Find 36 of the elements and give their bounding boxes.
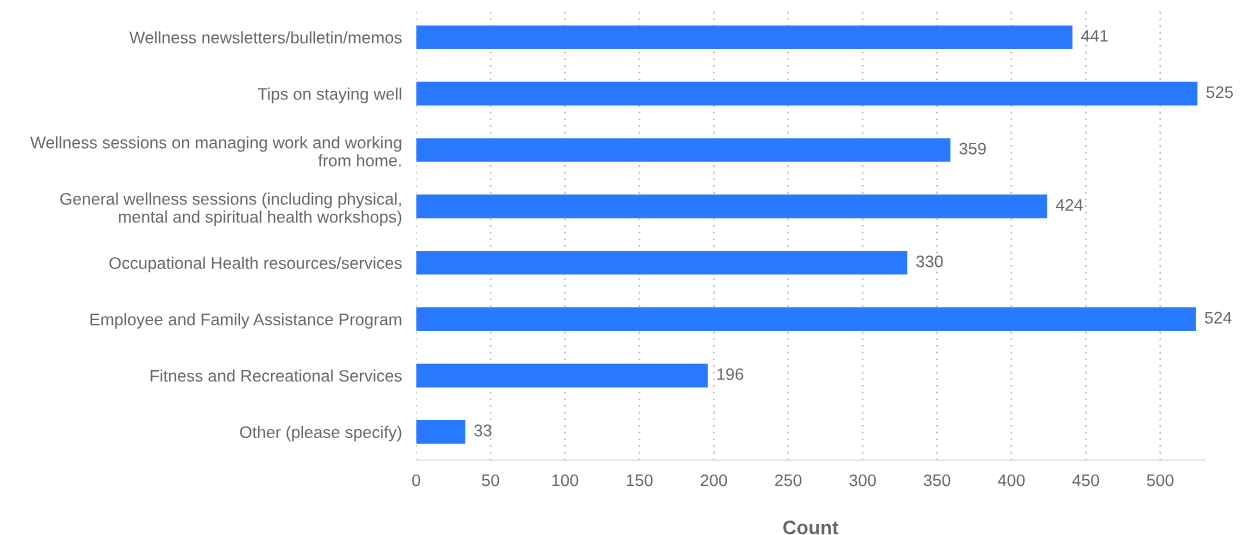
data-label: 359 — [959, 142, 986, 155]
x-tick-label: 400 — [997, 474, 1025, 487]
bar — [416, 307, 1196, 331]
bar — [416, 25, 1073, 50]
x-tick-label: 200 — [700, 474, 728, 487]
x-tick-label: 150 — [626, 474, 653, 487]
x-tick-label: 450 — [1072, 474, 1100, 487]
y-tick-label: Tips on staying well — [257, 87, 402, 104]
x-tick-label: 0 — [412, 474, 421, 487]
x-tick-label: 300 — [849, 474, 876, 487]
x-tick-label: 350 — [923, 474, 951, 487]
bar — [416, 250, 908, 275]
data-label: 441 — [1081, 30, 1108, 42]
y-tick-label: Employee and Family Assistance Program — [90, 313, 402, 329]
x-tick-label: 50 — [481, 474, 500, 487]
x-tick-label: 250 — [775, 474, 802, 487]
data-label: 196 — [717, 368, 744, 381]
bar — [416, 81, 1198, 106]
y-tick-label: General wellness sessions (including physical, mental and spiritual health workshops) — [60, 192, 402, 227]
y-tick-label: Wellness newsletters/bulletin/memos — [129, 31, 402, 44]
y-tick-label: Occupational Health resources/services — [109, 256, 402, 273]
x-tick-label: 100 — [552, 474, 579, 487]
x-axis-title: Count — [783, 520, 839, 535]
data-label: 524 — [1204, 311, 1232, 324]
data-label: 525 — [1206, 86, 1233, 99]
bar — [416, 363, 708, 388]
bar — [416, 194, 1048, 219]
y-tick-label: Wellness sessions on managing work and working from home. — [30, 136, 402, 167]
data-label: 330 — [916, 255, 943, 268]
data-label: 424 — [1055, 199, 1083, 211]
y-tick-label: Other (please specify) — [240, 425, 402, 442]
y-tick-label: Fitness and Recreational Services — [150, 369, 402, 382]
bar — [416, 138, 951, 162]
x-tick-label: 500 — [1147, 474, 1174, 487]
bar — [416, 420, 466, 444]
data-label: 33 — [474, 424, 492, 437]
